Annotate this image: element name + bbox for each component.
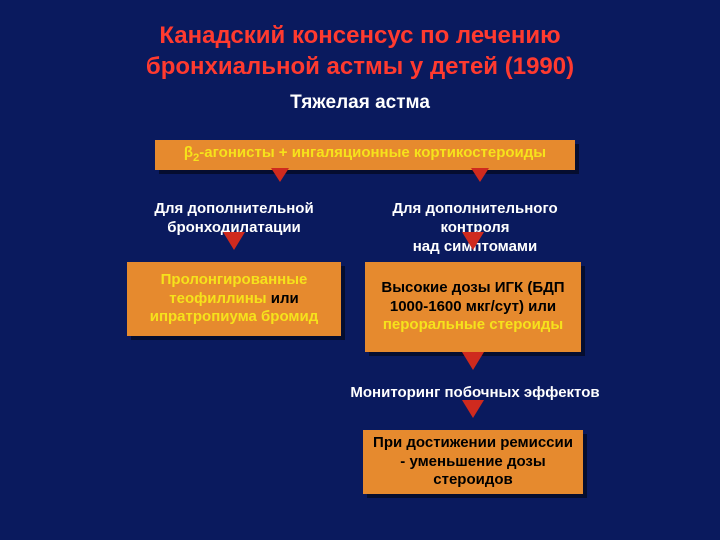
arrow-down-2 <box>223 232 245 250</box>
arrow-down-3 <box>462 232 484 250</box>
label-bronchodilation-l1: Для дополнительной <box>128 200 340 219</box>
title-line2: бронхиальной астмы у детей (1990) <box>0 51 720 82</box>
arrow-down-4 <box>462 352 484 370</box>
box-high-dose-igk: Высокие дозы ИГК (БДП 1000-1600 мкг/сут)… <box>365 262 581 352</box>
slide-subtitle: Тяжелая астма <box>0 92 720 114</box>
arrow-down-0 <box>271 168 289 182</box>
slide-title: Канадский консенсус по лечению бронхиаль… <box>0 20 720 82</box>
arrow-down-5 <box>462 400 484 418</box>
arrow-down-1 <box>471 168 489 182</box>
box-beta-agonists: β2-агонисты + ингаляционные кортикостеро… <box>155 140 575 170</box>
title-line1: Канадский консенсус по лечению <box>0 20 720 51</box>
box-remission: При достижении ремиссии - уменьшение доз… <box>363 430 583 494</box>
box-theophyllines: Пролонгированные теофиллины или ипратроп… <box>127 262 341 336</box>
